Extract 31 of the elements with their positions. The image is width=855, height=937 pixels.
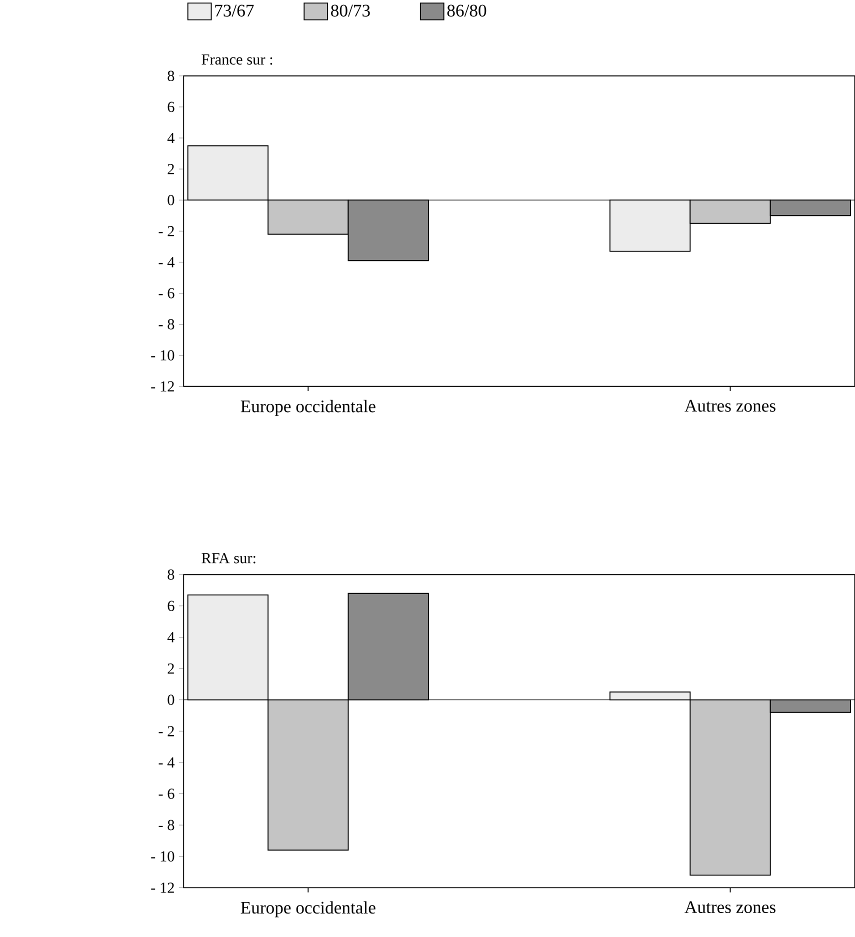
y-tick-label: 6 (168, 102, 174, 112)
chart-title: RFA sur: (202, 553, 256, 564)
y-tick-label: 2 (168, 164, 174, 174)
y-tick-label: - 12 (151, 381, 174, 392)
y-tick-label: 6 (168, 600, 174, 612)
x-tick-label: Europe occidentale (240, 400, 376, 416)
y-tick-label: - 6 (158, 288, 174, 298)
y-tick-label: - 6 (158, 788, 174, 799)
y-tick-label: 0 (168, 194, 174, 206)
legend-label: 80/73 (330, 4, 370, 17)
y-tick-label: - 8 (158, 319, 174, 330)
legend-label: 73/67 (215, 4, 254, 17)
x-tick-label: Europe occidentale (240, 901, 376, 918)
x-tick-label: Autres zones (684, 400, 776, 412)
y-tick-label: 4 (167, 632, 174, 642)
y-tick-label: 4 (167, 132, 174, 144)
y-tick-label: - 8 (158, 820, 174, 830)
y-tick-label: 8 (168, 569, 174, 580)
y-tick-label: - 2 (158, 726, 174, 736)
x-tick-label: Autres zones (684, 901, 776, 914)
legend-label: 86/80 (447, 4, 486, 17)
y-tick-label: - 10 (151, 350, 174, 360)
y-tick-label: - 2 (158, 226, 174, 236)
y-tick-label: - 12 (151, 882, 174, 893)
y-tick-label: 8 (168, 70, 174, 82)
y-tick-label: - 10 (151, 851, 174, 862)
chart-title: France sur : (202, 54, 272, 65)
y-tick-label: - 4 (158, 257, 174, 268)
y-tick-label: 0 (168, 694, 174, 705)
y-tick-label: 2 (168, 663, 174, 674)
y-tick-label: - 4 (158, 757, 174, 768)
